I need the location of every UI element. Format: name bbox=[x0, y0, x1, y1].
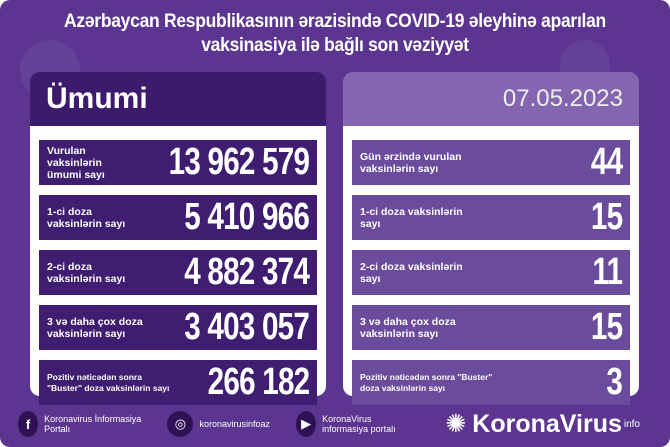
stat-row: Pozitiv nəticədən sonra "Buster" doza va… bbox=[352, 360, 630, 405]
stat-value: 13 962 579 bbox=[168, 141, 309, 183]
title-line: vaksinasiya ilə bağlı son vəziyyət bbox=[201, 35, 469, 56]
stat-label: Pozitiv nəticədən sonra "Buster" doza va… bbox=[360, 371, 493, 393]
stat-label: Pozitiv nəticədən sonra "Buster" doza va… bbox=[47, 371, 170, 393]
stat-label: 3 və daha çox doza vaksinlərin sayı bbox=[47, 315, 143, 340]
total-heading: Ümumi bbox=[30, 72, 326, 126]
stat-label: Gün ərzində vurulan vaksinlərin sayı bbox=[360, 150, 462, 175]
daily-panel: 07.05.2023 Gün ərzində vurulan vaksinlər… bbox=[343, 72, 639, 405]
stat-row: 3 və daha çox doza vaksinlərin sayı 3 403… bbox=[39, 305, 317, 350]
stat-label: 1-ci doza vaksinlərin sayı bbox=[360, 205, 463, 230]
stat-value: 11 bbox=[592, 251, 623, 293]
page-title: Azərbaycan Respublikasının ərazisində CO… bbox=[27, 10, 643, 58]
stat-row: Vurulan vaksinlərin ümumi sayı 13 962 579 bbox=[39, 140, 317, 185]
footer: f Koronavirus İnformasiya Portalı ◎ korona… bbox=[0, 406, 670, 442]
stat-row: Pozitiv nəticədən sonra "Buster" doza va… bbox=[39, 360, 317, 405]
stat-value: 4 882 374 bbox=[184, 251, 310, 293]
stat-row: Gün ərzində vurulan vaksinlərin sayı 44 bbox=[352, 140, 630, 185]
stat-value: 3 bbox=[606, 361, 622, 403]
stat-label: 2-ci doza vaksinlərin sayı bbox=[47, 260, 126, 285]
sun-virus-icon: ✺ bbox=[445, 410, 467, 438]
brand-sup: info bbox=[623, 418, 640, 430]
stat-value: 15 bbox=[590, 196, 623, 238]
stat-label: 3 və daha çox doza vaksinlərin sayı bbox=[360, 315, 456, 340]
youtube-label: KoronaVirus informasiya portalı bbox=[322, 414, 396, 434]
stat-row: 3 və daha çox doza vaksinlərin sayı 15 bbox=[352, 305, 630, 350]
youtube-link[interactable]: ▶ KoronaVirus informasiya portalı bbox=[296, 411, 419, 437]
stat-row: 1-ci doza vaksinlərin sayı 5 410 966 bbox=[39, 195, 317, 240]
total-panel: Ümumi Vurulan vaksinlərin ümumi sayı 13 9… bbox=[30, 72, 326, 405]
instagram-label: koronavirusinfoaz bbox=[199, 419, 270, 429]
brand-logo: ✺ KoronaVirus info bbox=[445, 409, 640, 439]
instagram-link[interactable]: ◎ koronavirusinfoaz bbox=[167, 411, 270, 437]
stat-label: Vurulan vaksinlərin ümumi sayı bbox=[47, 144, 105, 181]
stat-label: 1-ci doza vaksinlərin sayı bbox=[47, 205, 126, 230]
stat-row: 2-ci doza vaksinlərin sayı 4 882 374 bbox=[39, 250, 317, 295]
facebook-icon: f bbox=[18, 411, 39, 437]
stat-label: 2-ci doza vaksinlərin sayı bbox=[360, 260, 463, 285]
stat-row: 1-ci doza vaksinlərin sayı 15 bbox=[352, 195, 630, 240]
stat-value: 266 182 bbox=[207, 361, 309, 403]
date-heading: 07.05.2023 bbox=[343, 72, 639, 126]
facebook-link[interactable]: f Koronavirus İnformasiya Portalı bbox=[18, 411, 141, 437]
stat-value: 15 bbox=[590, 306, 623, 348]
stat-row: 2-ci doza vaksinlərin sayı 11 bbox=[352, 250, 630, 295]
brand-name: KoronaVirus bbox=[472, 409, 622, 438]
youtube-icon: ▶ bbox=[296, 411, 317, 437]
instagram-icon: ◎ bbox=[167, 411, 194, 437]
stat-value: 3 403 057 bbox=[184, 306, 310, 348]
facebook-label: Koronavirus İnformasiya Portalı bbox=[44, 414, 142, 434]
stat-value: 44 bbox=[590, 141, 623, 183]
stat-value: 5 410 966 bbox=[184, 196, 310, 238]
title-line: Azərbaycan Respublikasının ərazisində CO… bbox=[64, 11, 606, 32]
